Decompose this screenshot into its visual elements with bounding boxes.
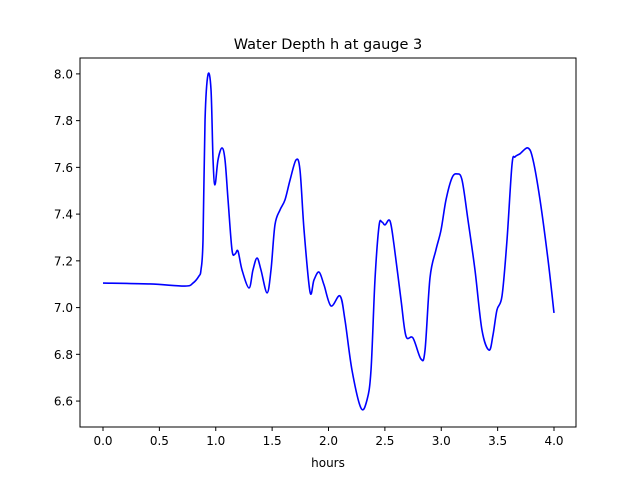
chart-title: Water Depth h at gauge 3 [234, 37, 422, 53]
x-tick-label: 2.5 [375, 434, 394, 448]
x-tick-label: 3.0 [432, 434, 451, 448]
y-tick-label: 6.6 [54, 395, 73, 409]
x-axis: 0.0 0.5 1.0 1.5 2.0 2.5 3.0 3.5 4.0 [93, 427, 564, 448]
x-tick-label: 0.5 [150, 434, 169, 448]
x-tick-label: 3.5 [488, 434, 507, 448]
x-tick-label: 0.0 [93, 434, 112, 448]
series-line-h [102, 72, 555, 411]
y-tick-label: 7.6 [54, 161, 73, 175]
y-axis: 6.6 6.8 7.0 7.2 7.4 7.6 7.8 8.0 [54, 67, 80, 409]
plot-area [102, 72, 555, 411]
y-tick-label: 8.0 [54, 67, 73, 81]
x-tick-label: 1.5 [263, 434, 282, 448]
y-tick-label: 6.8 [54, 348, 73, 362]
y-tick-label: 7.8 [54, 114, 73, 128]
axes-frame [79, 57, 577, 428]
y-tick-label: 7.2 [54, 254, 73, 268]
y-tick-label: 7.0 [54, 301, 73, 315]
y-tick-label: 7.4 [54, 208, 73, 222]
x-tick-label: 2.0 [319, 434, 338, 448]
x-axis-label: hours [311, 456, 345, 470]
x-tick-label: 4.0 [544, 434, 563, 448]
x-tick-label: 1.0 [206, 434, 225, 448]
